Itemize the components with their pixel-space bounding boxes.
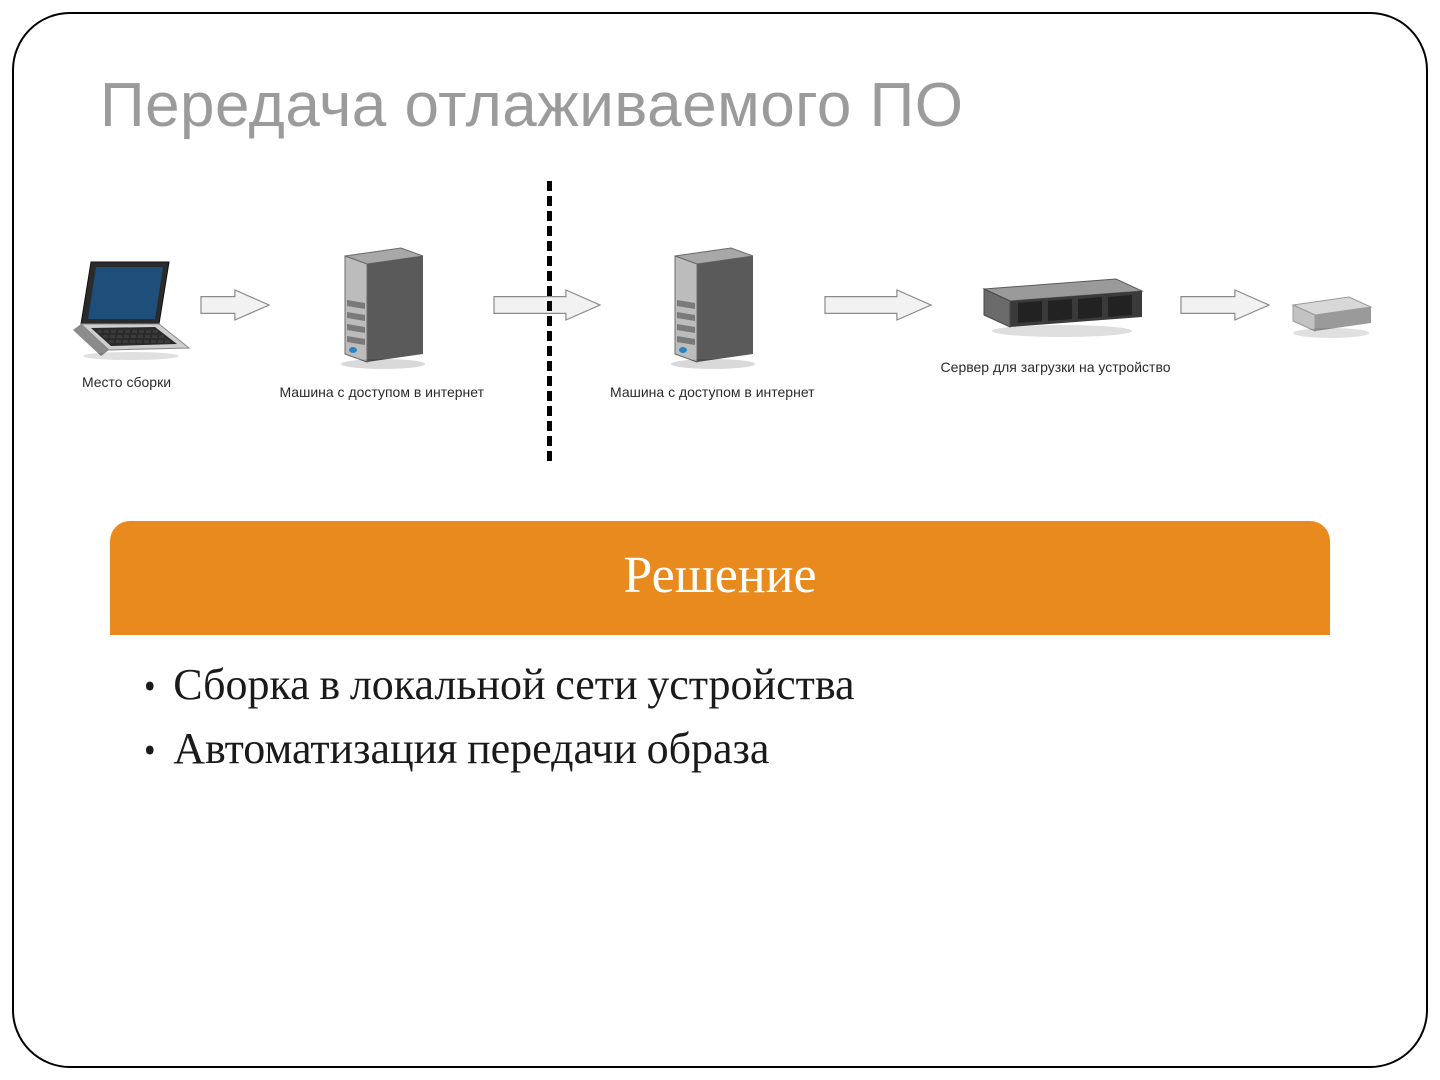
diagram-divider — [547, 181, 552, 461]
solution-panel: Решение Сборка в локальной сети устройст… — [110, 521, 1330, 791]
diagram-node-laptop: Место сборки — [61, 252, 191, 390]
diagram-node-label: Место сборки — [82, 374, 171, 390]
page-title: Передача отлаживаемого ПО — [100, 70, 1340, 141]
diagram-node-device — [1279, 287, 1379, 355]
arrow-right-icon — [823, 286, 933, 328]
diagram-node-server2: Машина с доступом в интернет — [610, 242, 815, 400]
diagram-node-label: Машина с доступом в интернет — [279, 384, 484, 400]
diagram-node-label: Машина с доступом в интернет — [610, 384, 815, 400]
diagram-node-label: Сервер для загрузки на устройство — [941, 359, 1171, 375]
diagram-node-rack: Сервер для загрузки на устройство — [941, 267, 1171, 375]
arrow-right-icon — [1179, 286, 1271, 328]
rack-server-icon — [966, 267, 1146, 351]
solution-bullet: Автоматизация передачи образа — [140, 717, 1300, 781]
diagram-node-server1: Машина с доступом в интернет — [279, 242, 484, 400]
server-tower-icon — [327, 242, 437, 376]
solution-bullet: Сборка в локальной сети устройства — [140, 653, 1300, 717]
server-tower-icon — [657, 242, 767, 376]
network-flow-diagram: Место сборкиМашина с доступом в интернет… — [150, 201, 1290, 441]
small-device-icon — [1279, 287, 1379, 347]
solution-header: Решение — [110, 521, 1330, 635]
laptop-icon — [61, 252, 191, 366]
slide-content: Передача отлаживаемого ПО Место сборкиМа… — [0, 0, 1440, 1080]
solution-list: Сборка в локальной сети устройстваАвтома… — [110, 635, 1330, 791]
arrow-right-icon — [199, 286, 271, 328]
